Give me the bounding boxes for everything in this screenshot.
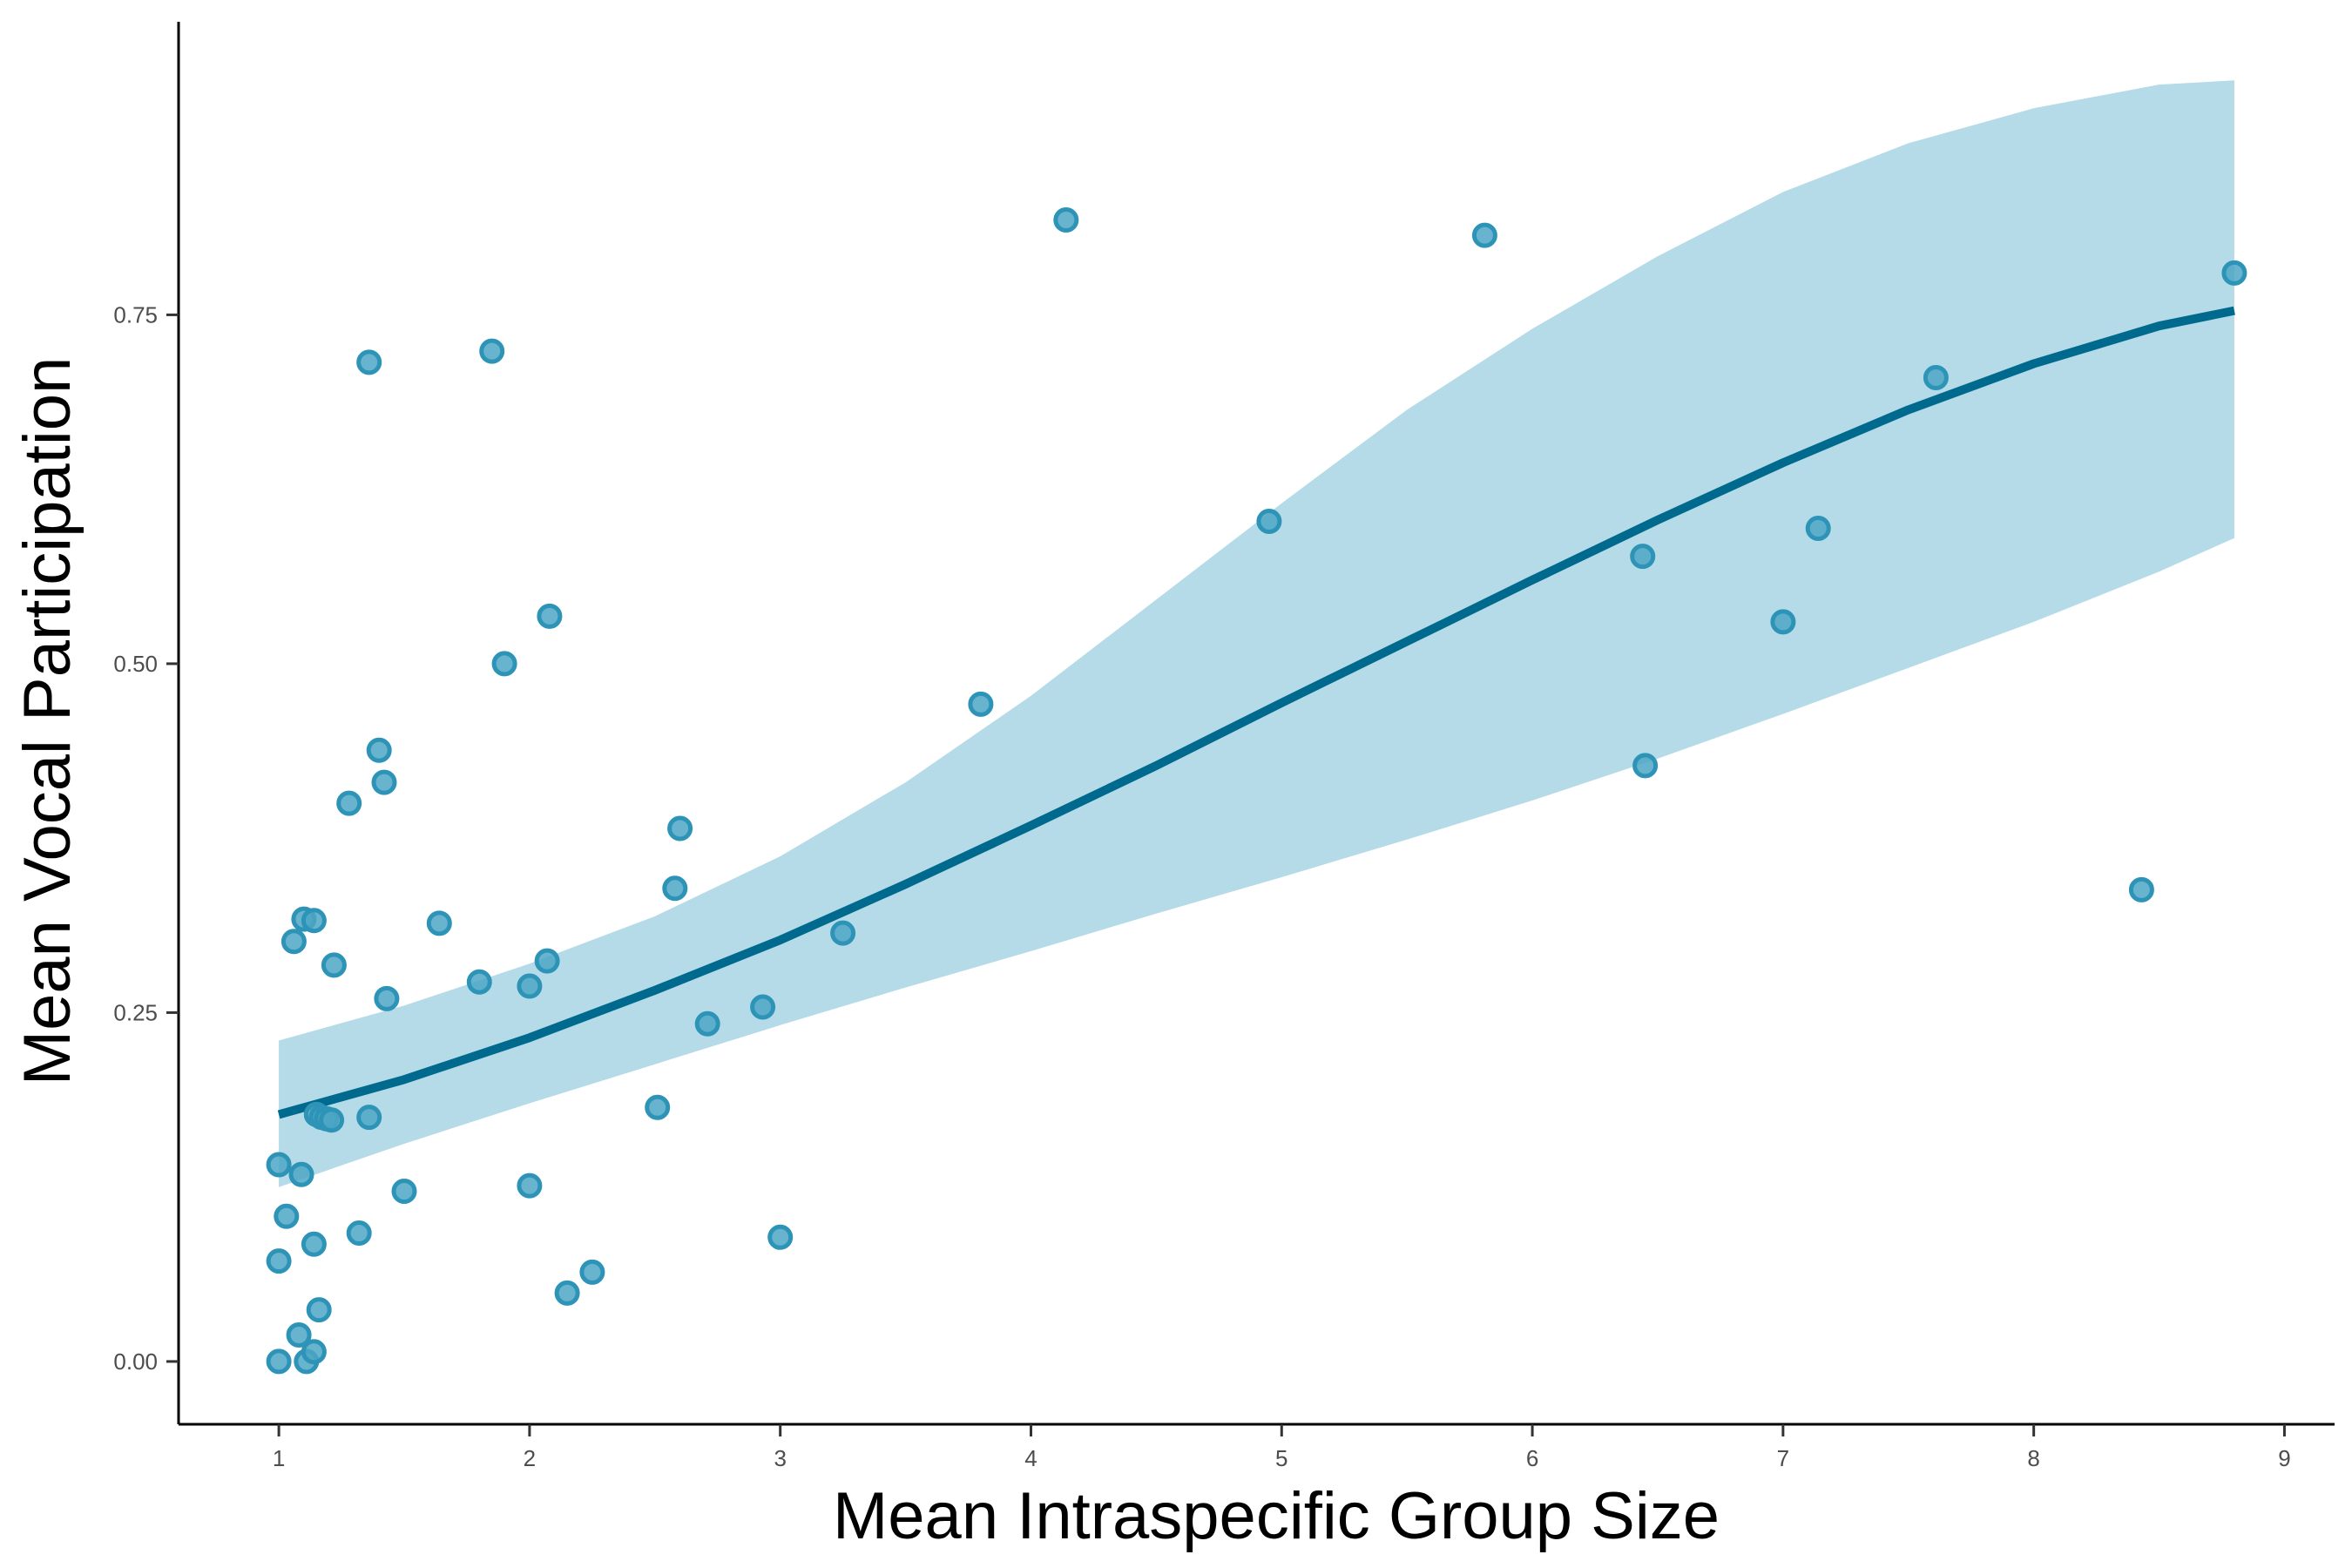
data-points-layer bbox=[266, 207, 2247, 1375]
data-point bbox=[517, 973, 543, 999]
data-point bbox=[1471, 222, 1497, 248]
data-point bbox=[667, 815, 693, 841]
data-point bbox=[319, 1107, 345, 1133]
data-point bbox=[466, 969, 492, 995]
data-point bbox=[426, 910, 452, 936]
data-point bbox=[479, 338, 505, 364]
data-point bbox=[537, 603, 563, 629]
data-point bbox=[301, 908, 327, 934]
data-point bbox=[1053, 207, 1079, 233]
x-tick-label: 7 bbox=[1777, 1445, 1789, 1471]
data-point bbox=[554, 1280, 580, 1306]
confidence-band-layer bbox=[279, 80, 2234, 1187]
data-point bbox=[2128, 876, 2154, 902]
data-point bbox=[266, 1152, 292, 1178]
x-tick-label: 4 bbox=[1024, 1445, 1037, 1471]
data-point bbox=[1630, 544, 1656, 570]
data-point bbox=[534, 948, 560, 974]
data-point bbox=[1805, 516, 1831, 541]
data-point bbox=[579, 1259, 605, 1285]
x-tick-label: 6 bbox=[1526, 1445, 1538, 1471]
x-tick-label: 8 bbox=[2027, 1445, 2039, 1471]
data-point bbox=[280, 929, 307, 955]
data-point bbox=[321, 952, 347, 978]
x-tick-label: 2 bbox=[524, 1445, 536, 1471]
data-point bbox=[374, 985, 400, 1011]
data-point bbox=[301, 1231, 327, 1257]
data-point bbox=[968, 691, 994, 717]
x-tick-label: 5 bbox=[1275, 1445, 1288, 1471]
data-point bbox=[371, 769, 397, 795]
x-axis-title: Mean Intraspecific Group Size bbox=[833, 1479, 1720, 1553]
data-point bbox=[694, 1010, 720, 1037]
data-point bbox=[266, 1248, 292, 1274]
data-point bbox=[662, 875, 688, 902]
data-point bbox=[346, 1220, 372, 1246]
x-tick-label: 9 bbox=[2278, 1445, 2290, 1471]
x-tick-label: 1 bbox=[273, 1445, 285, 1471]
data-point bbox=[306, 1297, 332, 1323]
x-tick-label: 3 bbox=[774, 1445, 786, 1471]
data-point bbox=[645, 1094, 671, 1120]
data-point bbox=[767, 1224, 794, 1250]
data-point bbox=[288, 1161, 314, 1187]
data-point bbox=[266, 1348, 292, 1375]
data-point bbox=[1770, 609, 1796, 635]
data-point bbox=[336, 790, 362, 816]
fit-line-layer bbox=[277, 306, 2235, 1119]
fit-line bbox=[277, 306, 2235, 1119]
data-point bbox=[274, 1203, 300, 1229]
axes: 1 2 3 4 5 6 7 8 9 0.00 0.25 0.50 0.75 bbox=[113, 22, 2335, 1471]
data-point bbox=[301, 1339, 327, 1365]
data-point bbox=[356, 1105, 382, 1131]
data-point bbox=[286, 1322, 312, 1348]
data-point bbox=[366, 737, 392, 763]
confidence-band bbox=[279, 80, 2234, 1187]
data-point bbox=[356, 349, 382, 375]
data-point bbox=[1923, 365, 1949, 390]
data-point bbox=[391, 1179, 417, 1204]
data-point bbox=[517, 1173, 543, 1199]
data-point bbox=[1256, 509, 1282, 534]
y-tick-label: 0.75 bbox=[113, 301, 158, 328]
y-tick-label: 0.50 bbox=[113, 651, 158, 677]
data-point bbox=[1632, 753, 1659, 779]
y-tick-label: 0.25 bbox=[113, 999, 158, 1025]
data-point bbox=[750, 994, 776, 1020]
y-axis-title: Mean Vocal Participation bbox=[10, 357, 84, 1085]
data-point bbox=[2221, 260, 2247, 286]
data-point bbox=[830, 920, 856, 946]
y-tick-label: 0.00 bbox=[113, 1348, 158, 1375]
data-point bbox=[491, 651, 517, 677]
